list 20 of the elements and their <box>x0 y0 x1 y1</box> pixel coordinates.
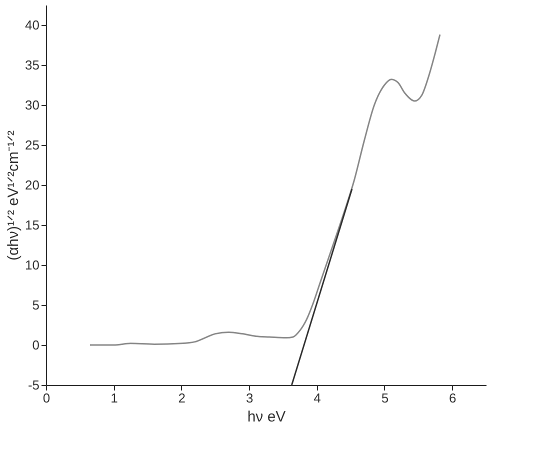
x-tick-label: 0 <box>42 390 50 406</box>
x-axis-title: hν eV <box>247 408 286 426</box>
y-tick-label: 0 <box>32 338 40 352</box>
y-tick-label: -5 <box>28 378 40 392</box>
x-tick-label: 1 <box>110 390 118 406</box>
y-axis-title: (αhν)¹ᐟ² eV¹ᐟ²cm⁻¹ᐟ² <box>5 130 22 260</box>
y-tick-label: 40 <box>25 18 40 32</box>
x-tick-label: 2 <box>178 390 186 406</box>
y-tick-label: 30 <box>25 98 40 112</box>
y-tick-label: 10 <box>25 258 40 272</box>
y-tick-label: 5 <box>32 298 40 312</box>
y-tick-label: 15 <box>25 218 40 232</box>
line-series <box>89 34 441 346</box>
y-tick-label: 20 <box>25 178 40 192</box>
x-tick-label: 4 <box>314 390 321 406</box>
x-tick-label: 5 <box>381 390 389 406</box>
y-tick-label: 25 <box>25 138 40 152</box>
y-tick-label: 35 <box>25 58 40 72</box>
x-tick-label: 6 <box>449 390 456 406</box>
x-tick-label: 3 <box>246 390 254 406</box>
